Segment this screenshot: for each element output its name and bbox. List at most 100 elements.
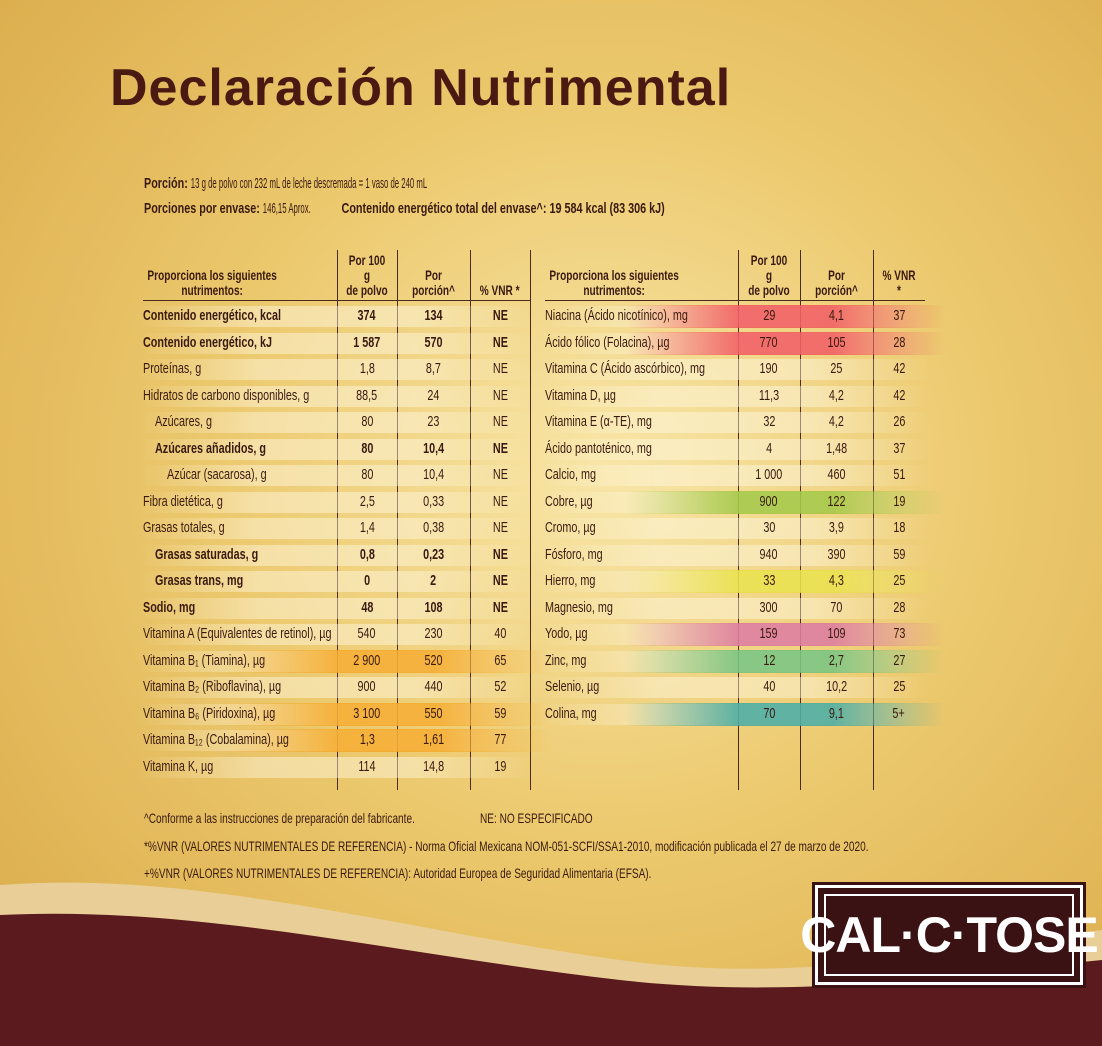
- cell-value: 2,5: [337, 490, 397, 514]
- header-text: Por 100 g de polvo: [748, 252, 790, 298]
- nutrient-name: Vitamina D, µg: [545, 384, 737, 408]
- column-header: Proporciona los siguientes nutrimentos:: [545, 252, 737, 298]
- cell-value: 108: [397, 596, 470, 620]
- row-stripe: [139, 332, 534, 354]
- cell-text: Azúcares añadidos, g: [155, 439, 267, 457]
- cell-text: NE: [492, 333, 508, 351]
- nutrient-name: Calcio, mg: [545, 463, 737, 487]
- cell-text: 25: [830, 360, 843, 377]
- row-stripe: [541, 438, 929, 460]
- cell-text: 52: [493, 678, 507, 695]
- cell-text: 8,7: [425, 360, 442, 377]
- column-header: Por 100 g de polvo: [337, 252, 397, 298]
- row-highlight: [625, 702, 945, 726]
- row-highlight: [223, 702, 550, 726]
- cell-text: Sodio, mg: [143, 598, 196, 616]
- cell-text: 40: [762, 678, 776, 695]
- cell-value: 1,8: [337, 357, 397, 381]
- nutrient-name: Hidratos de carbono disponibles, g: [143, 384, 335, 408]
- cell-value: 540: [337, 622, 397, 646]
- cell-text: Vitamina B₆ (Piridoxina), µg: [143, 704, 276, 722]
- cell-text: 900: [357, 678, 377, 695]
- cell-value: 2: [397, 569, 470, 593]
- nutrient-name: Vitamina E (α-TE), mg: [545, 410, 737, 434]
- cell-value: 440: [397, 675, 470, 699]
- cell-value: 114: [337, 755, 397, 779]
- row-stripe: [541, 677, 929, 698]
- cell-value: 80: [337, 410, 397, 434]
- cell-text: 0,38: [422, 519, 445, 536]
- cell-text: 4: [765, 439, 773, 457]
- cell-text: 88,5: [356, 386, 378, 404]
- cell-text: 520: [424, 651, 443, 669]
- cell-text: 134: [424, 307, 443, 324]
- cell-value: 88,5: [337, 384, 397, 408]
- nutrient-name: Sodio, mg: [143, 596, 335, 620]
- cell-value: 40: [470, 622, 530, 646]
- column-line: [337, 250, 338, 790]
- cell-text: NE: [492, 572, 508, 589]
- cell-text: 122: [827, 492, 846, 510]
- cell-text: 770: [759, 333, 779, 351]
- cell-text: 30: [762, 519, 776, 536]
- cell-text: 73: [892, 625, 906, 642]
- cell-text: 2 900: [353, 651, 381, 669]
- cell-value: 80: [337, 463, 397, 487]
- cell-text: 190: [759, 360, 779, 377]
- nutrient-name: Vitamina B₆ (Piridoxina), µg: [143, 702, 335, 726]
- nutrient-name: Ácido pantoténico, mg: [545, 437, 737, 461]
- nutrient-name: Vitamina B₁ (Tiamina), µg: [143, 649, 335, 673]
- cell-value: NE: [470, 543, 530, 567]
- cell-text: Vitamina B₂ (Riboflavina), µg: [143, 678, 282, 695]
- footnote: +%VNR (VALORES NUTRIMENTALES DE REFERENC…: [144, 865, 652, 881]
- row-highlight: [223, 729, 550, 752]
- row-highlight: [223, 649, 550, 673]
- text: 146,15 Aprox.: [262, 200, 311, 217]
- nutrient-name: Ácido fólico (Folacina), µg: [545, 331, 737, 355]
- cell-text: 25: [892, 678, 906, 695]
- column-header: Por porción^: [800, 252, 873, 298]
- cell-text: 4,2: [828, 386, 845, 404]
- cell-text: Ácido pantoténico, mg: [545, 439, 652, 457]
- cell-value: 570: [397, 331, 470, 355]
- cell-text: Cobre, µg: [545, 492, 593, 510]
- row-stripe: [139, 756, 534, 778]
- nutrient-name: Cobre, µg: [545, 490, 737, 514]
- cell-value: 4: [738, 437, 800, 461]
- cell-text: Zinc, mg: [545, 651, 587, 669]
- row-stripe: [541, 385, 929, 407]
- cell-text: 0,33: [422, 492, 445, 510]
- text: 19 584 kcal (83 306 kJ): [549, 200, 665, 217]
- cell-text: NE: [492, 386, 508, 404]
- cell-value: 550: [397, 702, 470, 726]
- cell-value: 300: [738, 596, 800, 620]
- cell-text: 11,3: [758, 386, 780, 404]
- cell-text: 1,61: [422, 731, 445, 748]
- cell-text: NE: [492, 492, 508, 510]
- cell-value: NE: [470, 596, 530, 620]
- cell-value: 230: [397, 622, 470, 646]
- cell-value: 29: [738, 304, 800, 328]
- cell-text: 460: [827, 466, 846, 483]
- cell-text: 390: [827, 545, 846, 563]
- row-highlight: [625, 649, 945, 673]
- cell-value: NE: [470, 384, 530, 408]
- cell-text: 10,4: [422, 466, 445, 483]
- cell-value: NE: [470, 304, 530, 328]
- cell-text: 26: [892, 413, 906, 430]
- nutrient-name: Fósforo, mg: [545, 543, 737, 567]
- cell-text: 105: [827, 333, 846, 351]
- header-text: % VNR *: [882, 267, 916, 298]
- cell-text: 300: [759, 598, 779, 616]
- cell-value: 520: [397, 649, 470, 673]
- cell-value: 2,7: [800, 649, 873, 673]
- cell-text: Selenio, µg: [545, 678, 600, 695]
- cell-value: 8,7: [397, 357, 470, 381]
- cell-text: 40: [493, 625, 507, 642]
- cell-text: 570: [424, 333, 443, 351]
- cell-value: 33: [738, 569, 800, 593]
- cell-value: 25: [800, 357, 873, 381]
- cell-text: 48: [360, 598, 374, 616]
- cell-text: Fibra dietética, g: [143, 492, 223, 510]
- cell-text: 900: [759, 492, 779, 510]
